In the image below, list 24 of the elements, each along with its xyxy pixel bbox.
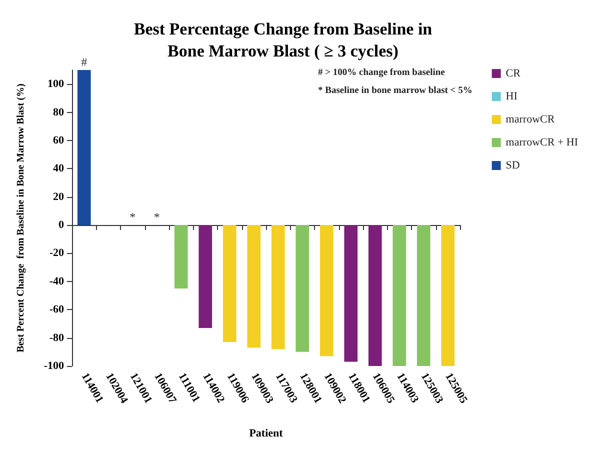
legend-label: marrowCR + HI xyxy=(506,136,578,148)
y-tick-label: -100 xyxy=(44,360,64,372)
y-tick-label: 20 xyxy=(53,190,64,203)
y-tick-label: -20 xyxy=(49,247,64,260)
y-tick-label: 60 xyxy=(53,134,64,146)
annotation: # xyxy=(81,55,88,69)
legend-label: SD xyxy=(506,160,520,172)
legend-label: marrowCR xyxy=(506,114,556,126)
annotation: * Baseline in bone marrow blast < 5% xyxy=(318,86,472,96)
y-tick-label: 100 xyxy=(48,78,64,90)
x-axis-title: Patient xyxy=(249,428,284,440)
y-tick-label: -80 xyxy=(49,332,64,344)
y-tick-label: -60 xyxy=(49,304,64,316)
y-axis-title: Best Percent Change from Baseline in Bone Marrow Blast (%) xyxy=(16,84,26,352)
annotation: # > 100% change from baseline xyxy=(318,68,445,78)
legend-label: HI xyxy=(506,90,518,102)
annotation: * xyxy=(154,210,160,224)
legend-label: CR xyxy=(506,68,522,80)
y-tick-label: 0 xyxy=(58,219,64,232)
chart-title: Best Percentage Change from Baseline in Bone Marrow Blast ( ≥ 3 cycles) xyxy=(134,20,433,60)
y-tick-label: 40 xyxy=(53,162,64,175)
annotation: * xyxy=(130,210,136,224)
y-tick-label: -40 xyxy=(49,275,64,288)
y-tick-label: 80 xyxy=(53,106,64,118)
